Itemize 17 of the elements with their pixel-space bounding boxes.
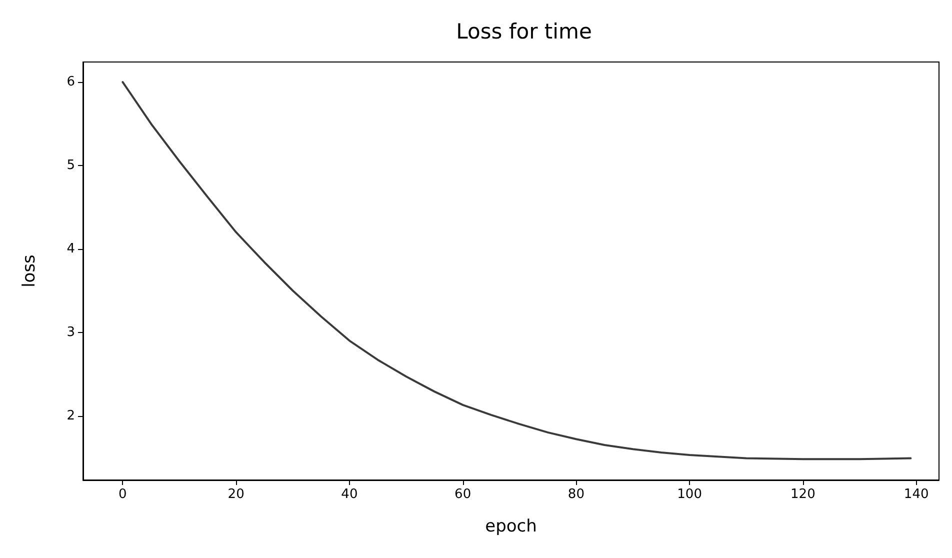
- x-tick-label: 20: [228, 487, 244, 502]
- chart-title: Loss for time: [456, 20, 592, 44]
- line-series: [122, 81, 912, 460]
- y-tick-label: 5: [66, 158, 75, 173]
- x-axis-title: epoch: [485, 516, 537, 536]
- x-tick-label: 60: [454, 487, 472, 502]
- y-axis-title: loss: [20, 254, 40, 288]
- x-tick-label: 0: [118, 487, 127, 502]
- x-tick-label: 100: [677, 487, 702, 502]
- x-tick-label: 140: [904, 487, 929, 502]
- y-tick-label: 4: [66, 241, 75, 256]
- y-tick-label: 2: [66, 408, 75, 424]
- x-tick-label: 120: [790, 487, 816, 502]
- x-tick-label: 40: [341, 487, 358, 502]
- y-tick-label: 3: [66, 324, 75, 340]
- y-tick-label: 6: [66, 74, 75, 90]
- x-tick-label: 80: [568, 487, 584, 502]
